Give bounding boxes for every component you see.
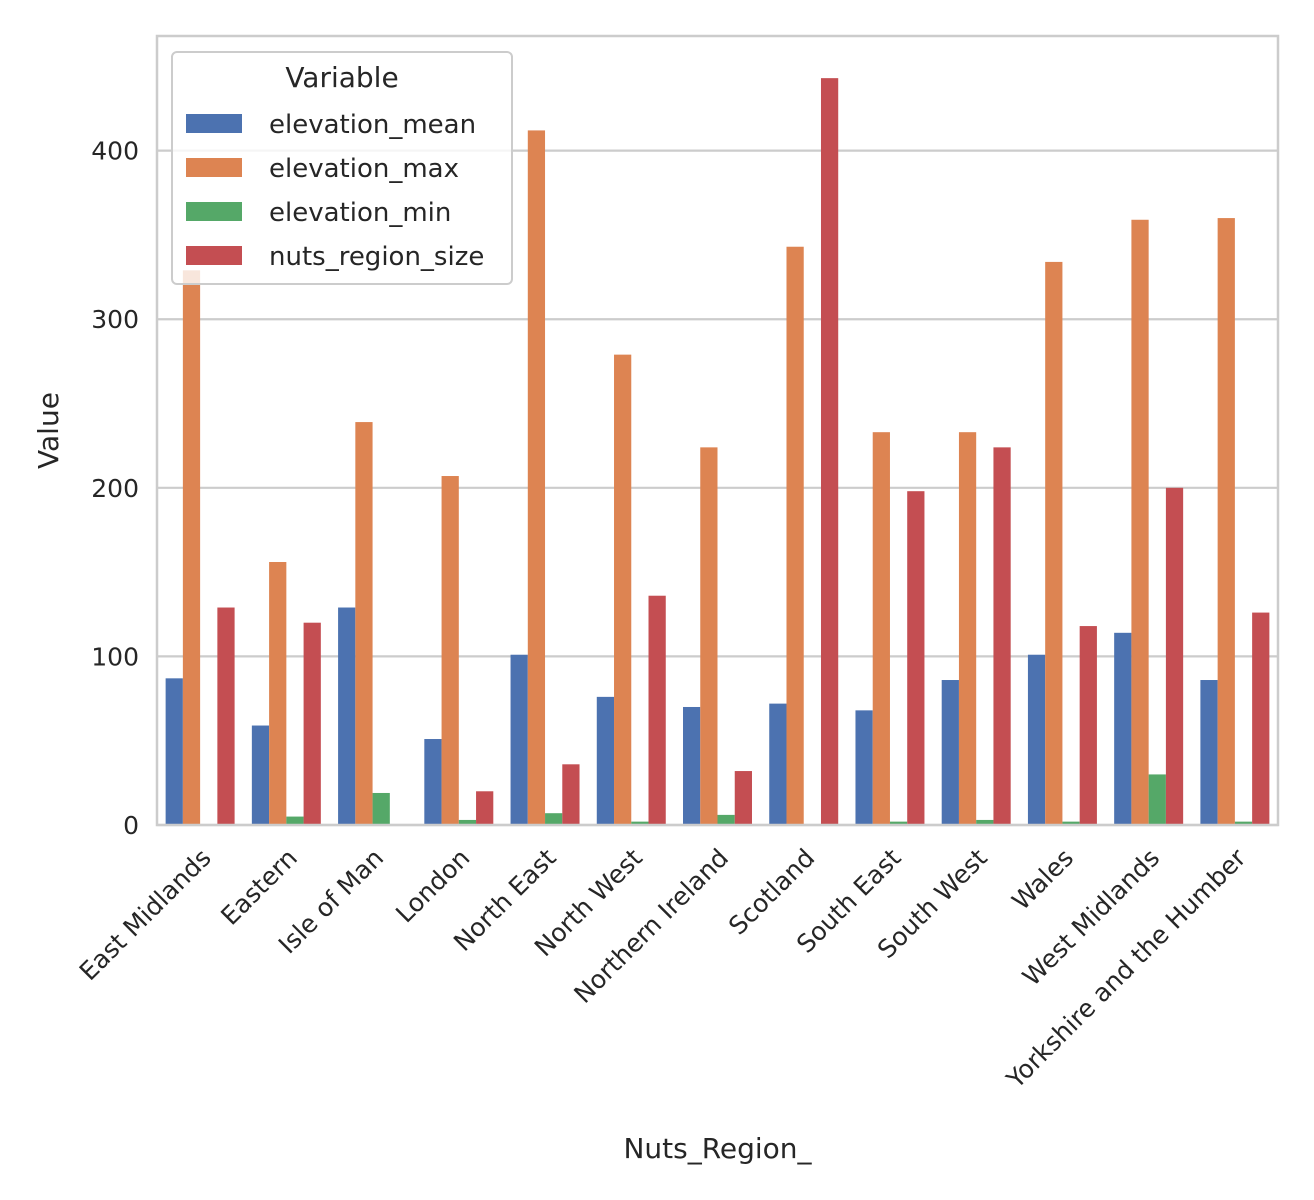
bar-elevation_mean [1027,654,1046,825]
bar-nuts_region_size [476,791,494,825]
bar-elevation_mean [683,706,701,825]
legend: Variable elevation_meanelevation_maxelev… [171,51,513,285]
legend-items: elevation_mean elevation_max elevation_min… [186,110,484,272]
y-axis-ticks: 0 100 200 300 400 [91,137,139,840]
legend-swatch [186,202,242,221]
bar-nuts_region_size [303,622,321,825]
bar-nuts_region_size [217,607,235,825]
bar-elevation_min [1148,774,1166,825]
x-tick-label: East Midlands [74,843,217,986]
bar-elevation_max [527,130,546,825]
bars [165,78,1270,826]
bar-elevation_min [545,813,563,825]
x-tick-label: Northern Ireland [568,843,734,1009]
bar-elevation_max [441,476,459,825]
legend-box [171,51,513,285]
bar-elevation_max [614,354,632,825]
bar-elevation_mean [596,696,615,825]
legend-title: Variable [285,61,398,94]
bar-elevation_mean [338,607,356,825]
bar-elevation_max [182,270,201,826]
legend-label: elevation_max [269,154,459,184]
legend-swatch [186,246,242,265]
bar-elevation_mean [769,703,787,825]
bar-elevation_max [786,246,804,825]
x-tick-label: London [390,843,475,928]
x-tick-label: Eastern [215,843,303,931]
bar-elevation_mean [941,680,959,825]
legend-label: elevation_mean [269,110,476,140]
bar-nuts_region_size [993,447,1011,825]
bar-nuts_region_size [562,764,580,825]
bar-elevation_max [1045,261,1063,825]
bar-elevation_min [458,819,477,825]
bar-elevation_mean [424,739,442,825]
legend-label: nuts_region_size [269,242,484,272]
bar-elevation_max [269,562,287,825]
y-tick-label: 100 [91,642,139,671]
plot-frame [155,34,1280,827]
legend-swatch [186,114,242,133]
bar-nuts_region_size [907,491,925,825]
legend-label: elevation_min [269,198,451,228]
bar-elevation_mean [1114,632,1132,825]
bar-elevation_mean [855,710,873,825]
bar-nuts_region_size [648,595,666,825]
bar-nuts_region_size [1079,626,1097,825]
bar-nuts_region_size [734,771,752,825]
bar-elevation_min [1234,821,1253,825]
bar-elevation_mean [165,678,183,825]
bar-elevation_min [1062,821,1080,825]
bar-nuts_region_size [820,78,839,825]
bar-elevation_min [631,821,649,825]
y-tick-label: 400 [91,137,139,166]
bar-elevation_min [286,816,304,825]
y-tick-label: 0 [123,811,139,840]
bar-elevation_min [889,821,908,825]
y-axis-label: Value [32,392,65,469]
x-axis-label: Nuts_Region_ [623,1132,812,1165]
bar-elevation_max [700,447,718,825]
bar-elevation_max [355,422,373,825]
legend-swatch [186,158,242,177]
bar-elevation_mean [251,725,270,825]
x-tick-label: Wales [1006,843,1079,916]
bar-elevation_max [958,432,977,825]
bar-elevation_max [1131,219,1149,825]
bar-nuts_region_size [1252,612,1270,825]
bar-elevation_mean [1200,680,1218,825]
y-tick-label: 200 [91,474,139,503]
bar-elevation_min [976,819,994,825]
bar-nuts_region_size [1165,487,1184,825]
bar-elevation_max [1217,218,1235,826]
bar-elevation_mean [510,654,528,825]
bar-elevation_max [872,432,890,825]
bar-elevation_min [372,792,390,825]
y-tick-label: 300 [91,305,139,334]
bar-elevation_min [717,814,735,825]
